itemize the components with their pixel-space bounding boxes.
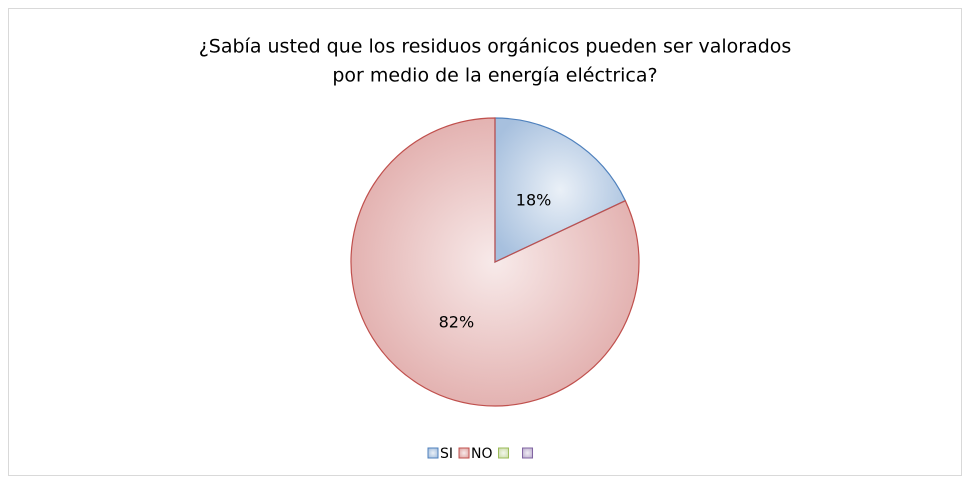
- legend-label: NO: [471, 446, 493, 462]
- pie-slice: [350, 117, 640, 407]
- legend-swatch: [427, 447, 439, 459]
- legend-label: SI: [440, 446, 453, 462]
- pie-slice: [494, 117, 627, 263]
- legend-swatch: [498, 447, 510, 459]
- data-label: 18%: [516, 191, 552, 210]
- legend-swatch: [522, 447, 534, 459]
- data-label: 82%: [439, 312, 475, 331]
- legend-swatch: [458, 447, 470, 459]
- chart-title: por medio de la energía eléctrica?: [332, 65, 657, 87]
- chart-title: ¿Sabía usted que los residuos orgánicos …: [199, 36, 792, 58]
